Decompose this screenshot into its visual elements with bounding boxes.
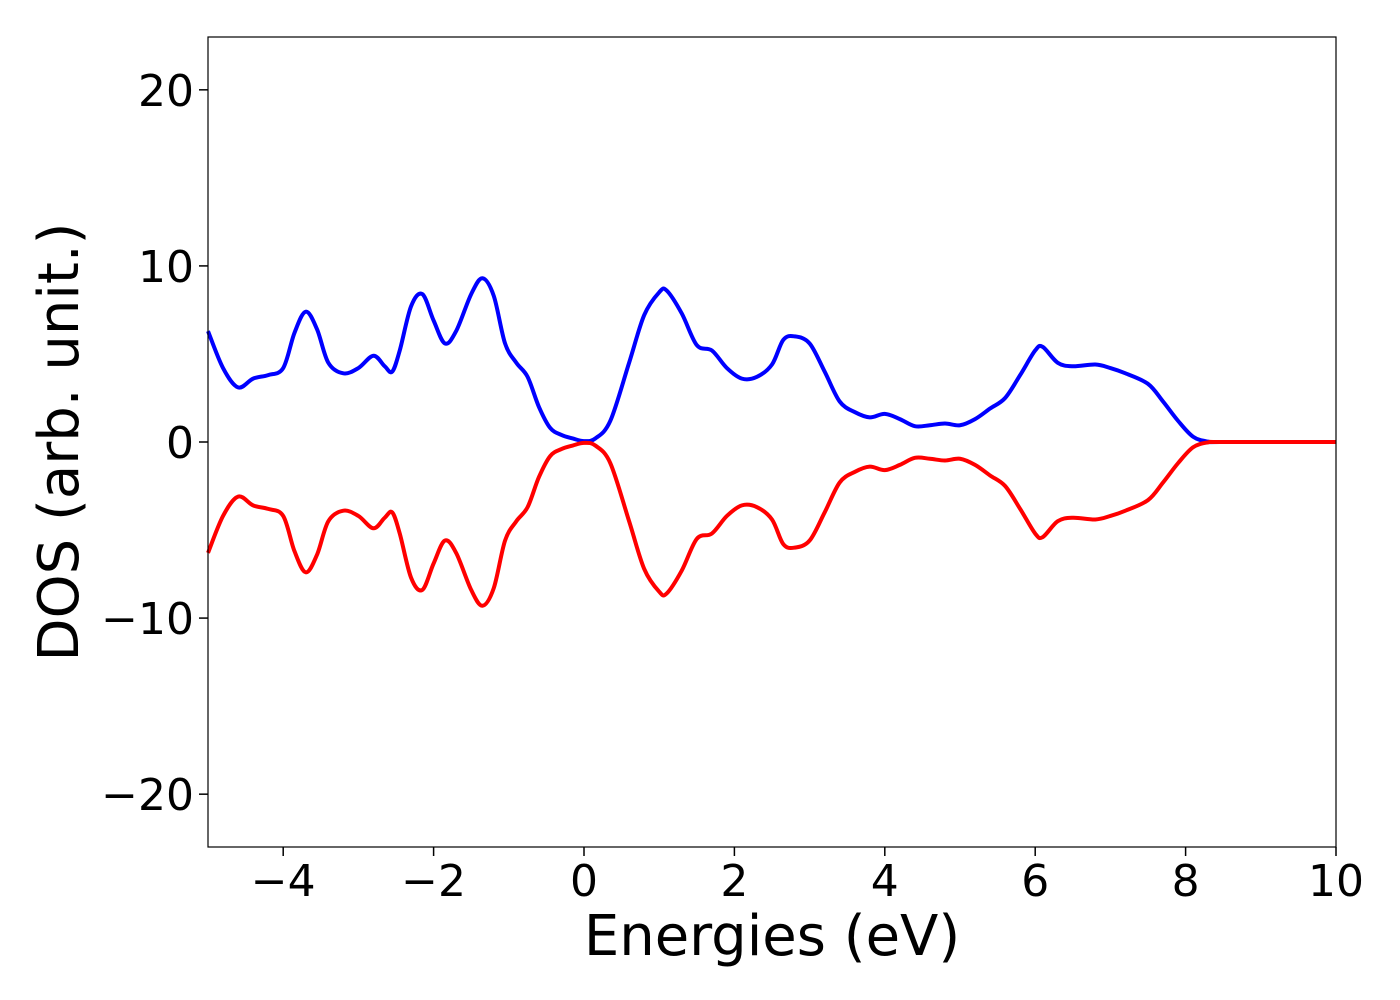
y-tick-label: 10 <box>138 242 194 293</box>
y-tick-label: −10 <box>101 594 194 645</box>
y-tick-label: 20 <box>138 66 194 117</box>
dos-series-down <box>206 439 1337 608</box>
x-tick-label: −4 <box>251 856 316 907</box>
x-tick-label: 8 <box>1172 856 1200 907</box>
y-tick-label: −20 <box>101 770 194 821</box>
dos-series-up <box>206 276 1337 445</box>
x-axis-title: Energies (eV) <box>584 904 960 969</box>
series-layer <box>206 276 1337 608</box>
x-tick-label: 6 <box>1021 856 1049 907</box>
x-tick-label: −2 <box>401 856 466 907</box>
y-axis-ticks: −20 −10 0 10 20 <box>101 66 208 821</box>
x-tick-label: 2 <box>720 856 748 907</box>
x-tick-label: 4 <box>871 856 899 907</box>
y-axis-title: DOS (arb. unit.) <box>27 222 92 661</box>
y-tick-label: 0 <box>166 418 194 469</box>
x-tick-label: 10 <box>1308 856 1364 907</box>
x-axis-ticks: −4 −2 0 2 4 6 8 10 <box>251 847 1364 907</box>
x-tick-label: 0 <box>570 856 598 907</box>
